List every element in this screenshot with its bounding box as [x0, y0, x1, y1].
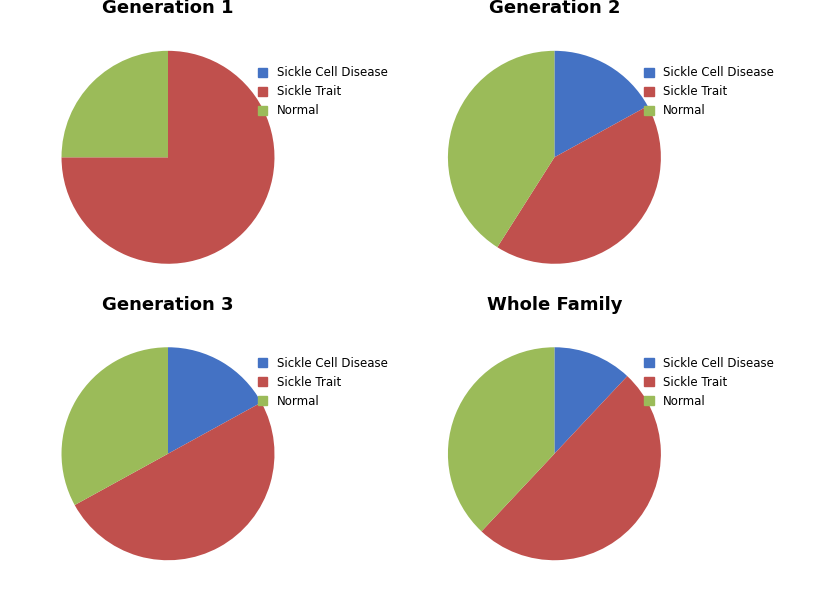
Legend: Sickle Cell Disease, Sickle Trait, Normal: Sickle Cell Disease, Sickle Trait, Norma… [258, 67, 388, 117]
Wedge shape [554, 347, 627, 454]
Wedge shape [497, 106, 661, 264]
Legend: Sickle Cell Disease, Sickle Trait, Normal: Sickle Cell Disease, Sickle Trait, Norma… [644, 357, 774, 408]
Wedge shape [448, 347, 554, 531]
Wedge shape [448, 51, 554, 247]
Title: Generation 3: Generation 3 [102, 295, 234, 313]
Wedge shape [75, 402, 275, 560]
Wedge shape [61, 51, 275, 264]
Wedge shape [168, 347, 261, 454]
Title: Generation 1: Generation 1 [102, 0, 234, 17]
Legend: Sickle Cell Disease, Sickle Trait, Normal: Sickle Cell Disease, Sickle Trait, Norma… [644, 67, 774, 117]
Legend: Sickle Cell Disease, Sickle Trait, Normal: Sickle Cell Disease, Sickle Trait, Norma… [258, 357, 388, 408]
Wedge shape [61, 347, 168, 505]
Title: Generation 2: Generation 2 [489, 0, 620, 17]
Title: Whole Family: Whole Family [486, 295, 622, 313]
Wedge shape [61, 51, 168, 157]
Wedge shape [554, 51, 648, 157]
Wedge shape [481, 376, 661, 560]
